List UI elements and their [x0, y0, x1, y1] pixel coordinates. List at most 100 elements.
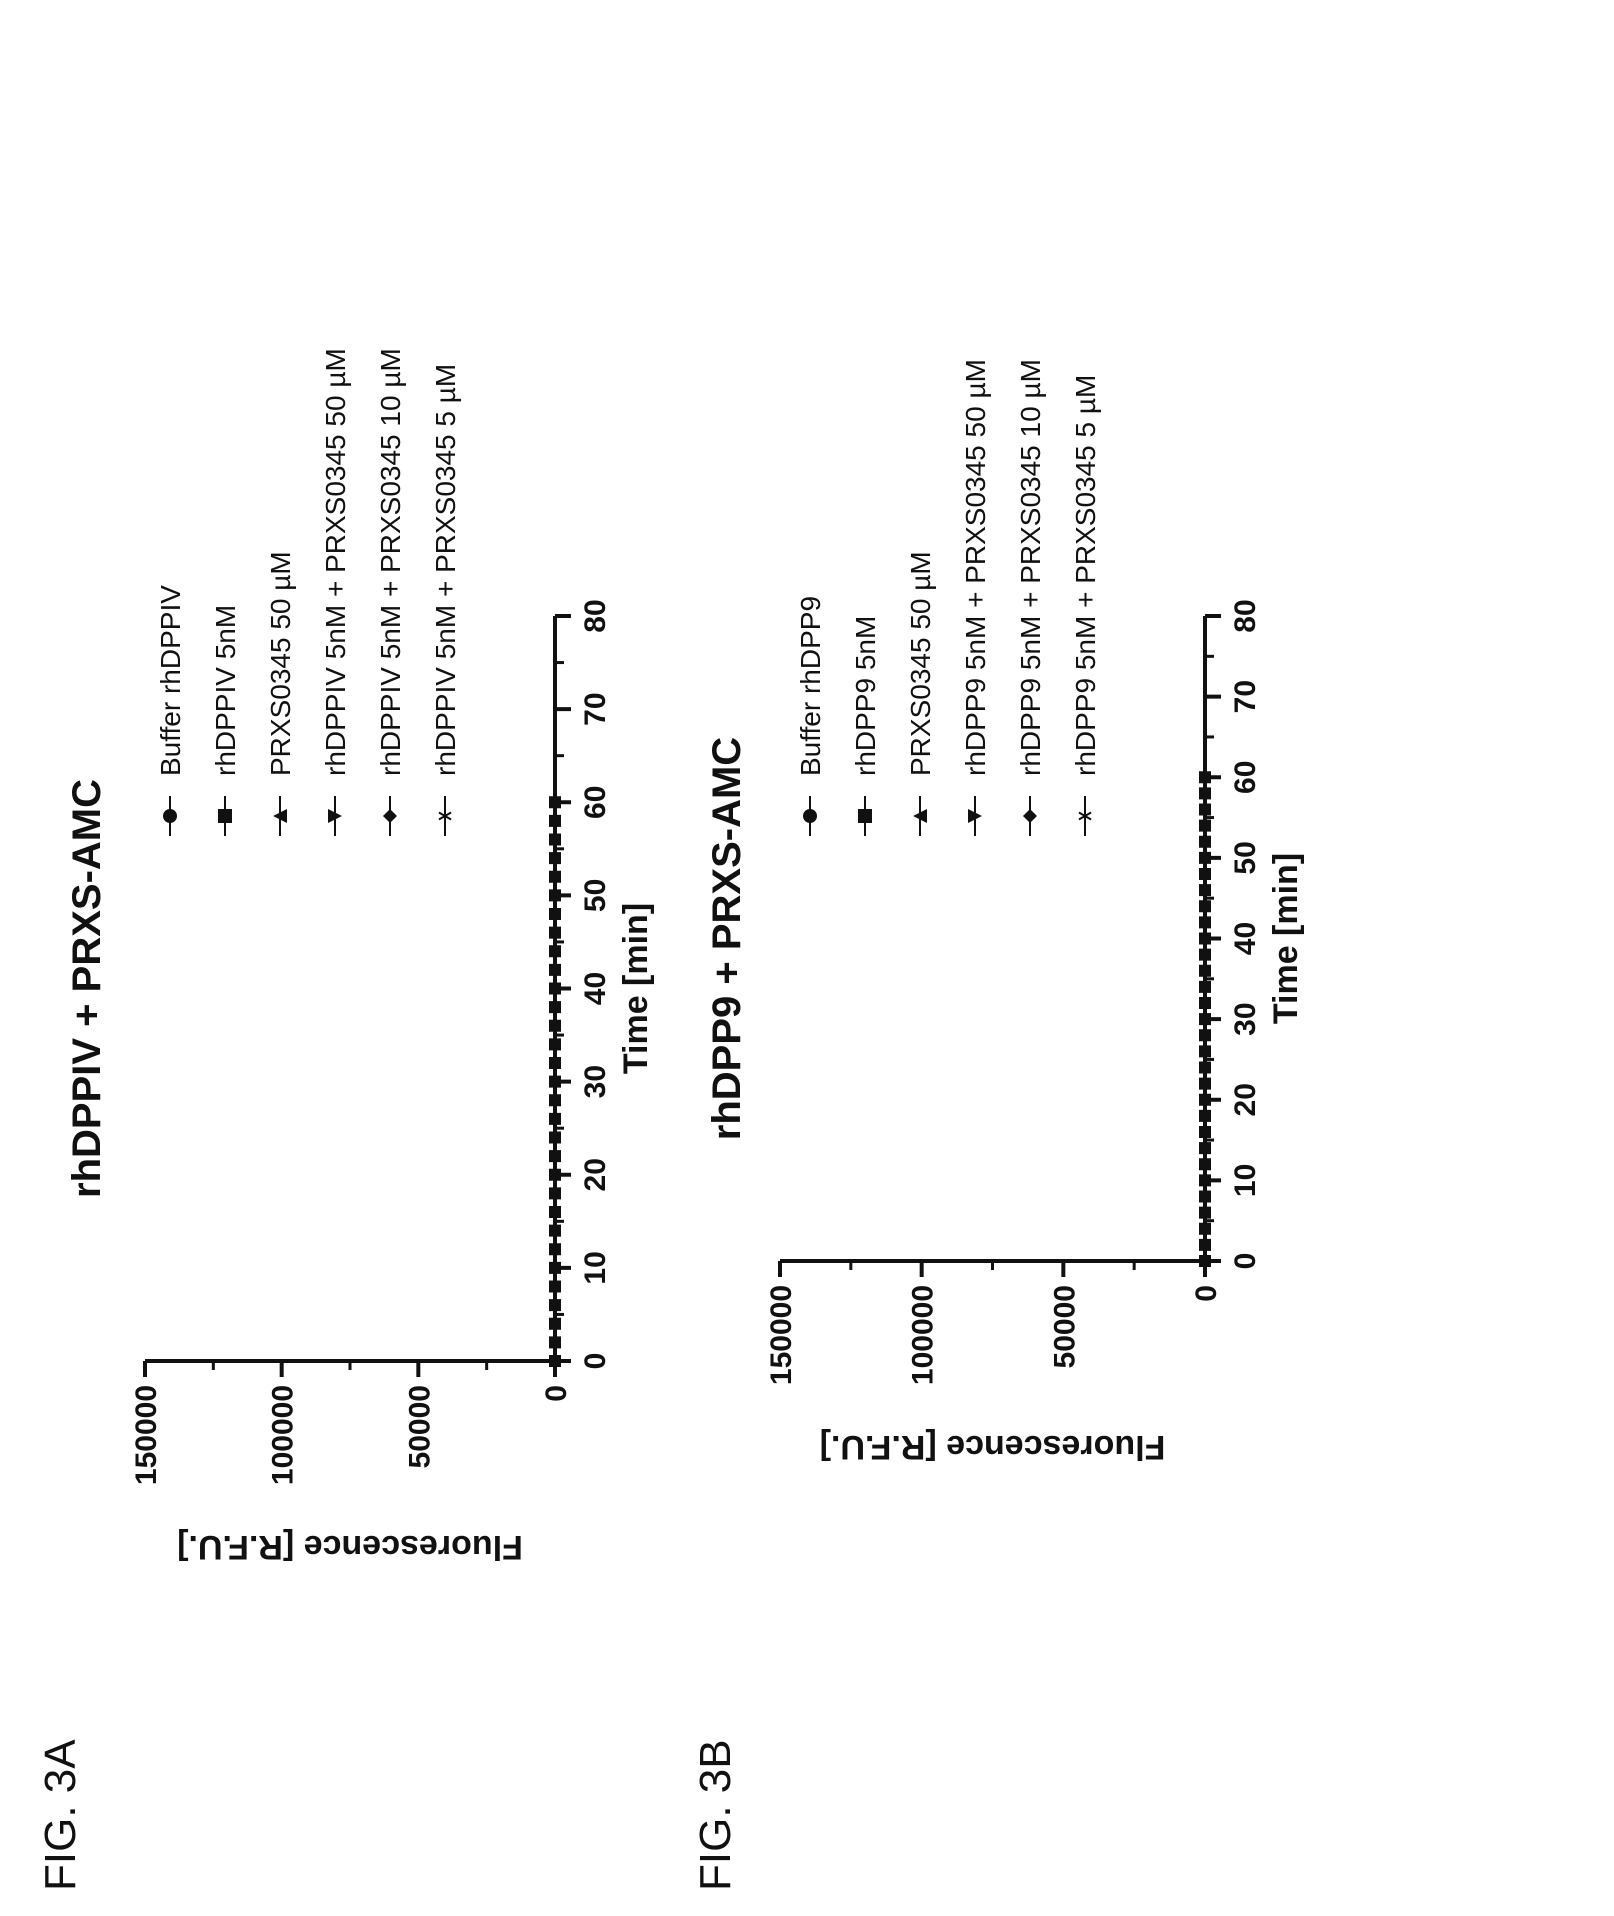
star-stroke [1199, 1224, 1211, 1233]
data-point [549, 1317, 561, 1330]
star-stroke [549, 1003, 561, 1011]
data-point [549, 814, 561, 827]
data-point [549, 1038, 561, 1051]
legend-marker [1078, 809, 1092, 823]
legend-label: rhDPP9 5nM + PRXS0345 10 µM [1015, 359, 1046, 776]
star-stroke [1199, 1192, 1211, 1201]
legend-marker [273, 809, 287, 823]
star-stroke [549, 854, 561, 862]
legend-marker [328, 809, 342, 823]
star-stroke [1199, 1257, 1211, 1265]
star-stroke [549, 910, 561, 918]
data-point [1199, 1174, 1211, 1187]
x-axis-label: Time [min] [1267, 853, 1305, 1024]
legend-label: rhDPP9 5nM [850, 616, 881, 776]
star-stroke [549, 1245, 561, 1254]
data-point [549, 1150, 561, 1163]
legend-marker [913, 809, 927, 823]
star-stroke [1199, 1031, 1211, 1040]
x-tick-label: 70 [1229, 680, 1262, 713]
data-point [549, 1261, 561, 1274]
x-axis-label: Time [min] [617, 903, 655, 1074]
star-stroke [549, 817, 561, 825]
data-point [549, 1075, 561, 1088]
x-tick-label: 80 [1229, 599, 1262, 632]
data-point [1199, 1190, 1211, 1203]
star-stroke [549, 1301, 561, 1309]
star-stroke [1199, 1160, 1211, 1169]
star-stroke [1199, 886, 1211, 894]
star-stroke [1199, 1128, 1211, 1136]
x-tick-label: 60 [579, 786, 612, 819]
star-stroke [1199, 983, 1211, 991]
data-point [1199, 851, 1211, 864]
star-stroke [549, 984, 561, 993]
star-stroke [1199, 821, 1211, 830]
data-point [549, 1280, 561, 1293]
star-stroke [549, 966, 561, 974]
star-stroke [549, 1059, 561, 1067]
data-point [549, 1019, 561, 1032]
y-axis-label: Fluorescence [R.F.U.] [820, 1428, 1166, 1466]
x-tick-label: 0 [1229, 1253, 1262, 1270]
star-stroke [1199, 837, 1211, 846]
data-point [1199, 1109, 1211, 1122]
star-stroke [549, 872, 561, 881]
data-point [1199, 916, 1211, 929]
data-point [1199, 1077, 1211, 1090]
data-point [549, 1131, 561, 1144]
star-stroke [549, 1040, 561, 1049]
data-point [1199, 980, 1211, 993]
data-point [549, 945, 561, 958]
data-point [549, 1355, 561, 1367]
star-stroke [1199, 966, 1211, 975]
x-tick-label: 10 [1229, 1164, 1262, 1197]
star-stroke [549, 1170, 561, 1179]
star-stroke [1199, 1112, 1211, 1120]
legend-label: rhDPPIV 5nM + PRXS0345 50 µM [320, 348, 351, 776]
star-stroke [549, 1264, 561, 1272]
star-stroke [1199, 950, 1211, 959]
data-point [549, 1299, 561, 1312]
x-tick-label: 20 [1229, 1083, 1262, 1116]
star-stroke [549, 1226, 561, 1235]
x-tick-label: 20 [579, 1158, 612, 1191]
x-tick-label: 0 [579, 1353, 612, 1370]
data-point [1199, 771, 1211, 784]
legend-label: PRXS0345 50 µM [265, 551, 296, 776]
data-point [549, 1243, 561, 1256]
y-axis-label: Fluorescence [R.F.U.] [177, 1528, 523, 1566]
data-point [549, 963, 561, 976]
star-stroke [1078, 811, 1092, 821]
data-point [1199, 997, 1211, 1009]
x-tick-label: 40 [1229, 922, 1262, 955]
data-point [549, 870, 561, 883]
y-tick-label: 50000 [403, 1385, 436, 1468]
data-point [1199, 1206, 1211, 1219]
y-tick-label: 100000 [907, 1285, 940, 1385]
data-point [1199, 1222, 1211, 1235]
data-point [1199, 932, 1211, 945]
data-point [549, 852, 561, 865]
star-stroke [549, 1133, 561, 1142]
data-point [1199, 964, 1211, 977]
star-stroke [549, 1208, 561, 1216]
star-stroke [549, 1021, 561, 1030]
data-point [549, 889, 561, 902]
data-point [1199, 868, 1211, 880]
data-point [1199, 835, 1211, 848]
data-point [549, 796, 561, 809]
y-tick-label: 50000 [1048, 1285, 1081, 1368]
data-point [549, 1112, 561, 1125]
data-point [549, 1206, 561, 1218]
star-stroke [549, 1096, 561, 1105]
x-tick-label: 50 [1229, 841, 1262, 874]
data-point [1199, 900, 1211, 913]
legend-marker [438, 809, 452, 823]
star-stroke [549, 947, 561, 956]
legend-marker [383, 809, 397, 823]
star-stroke [1199, 934, 1211, 943]
data-point [549, 1057, 561, 1069]
star-stroke [1199, 789, 1211, 798]
data-point [549, 833, 561, 846]
